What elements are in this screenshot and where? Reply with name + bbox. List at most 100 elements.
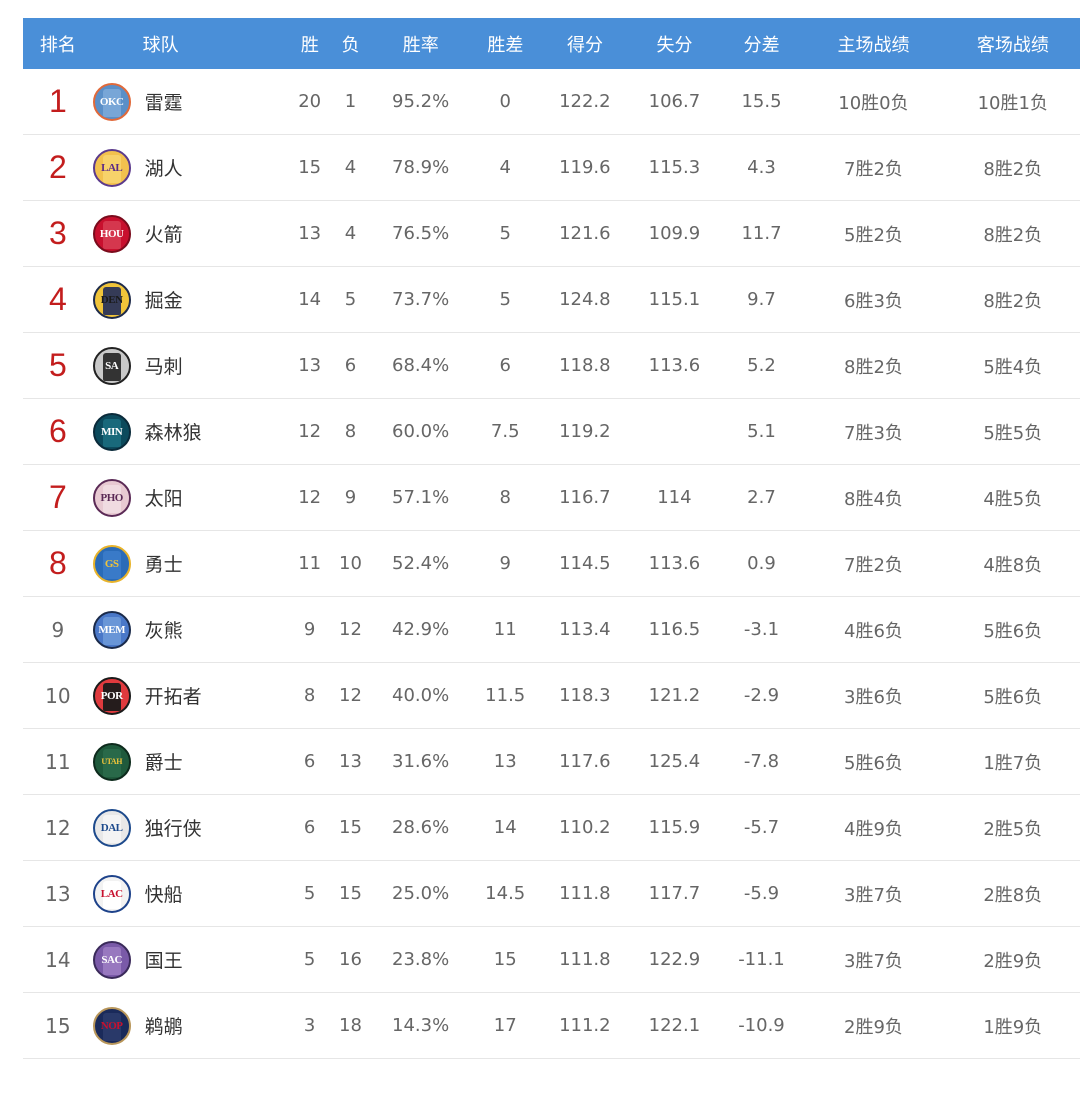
games-behind-cell: 0 bbox=[499, 91, 511, 112]
team-name[interactable]: 掘金 bbox=[144, 290, 183, 312]
team-logo-abbr: POR bbox=[100, 689, 123, 702]
home-record-cell: 10胜0负 bbox=[838, 92, 909, 114]
table-row[interactable]: 5 SA 马刺 13 6 68.4% 6 118.8 113.6 5.2 8胜2负 5胜4负 bbox=[23, 333, 1080, 399]
header-points-against[interactable]: 失分 bbox=[656, 34, 693, 56]
team-name[interactable]: 马刺 bbox=[144, 356, 183, 378]
team-cell[interactable]: SAC 国王 bbox=[92, 940, 292, 979]
away-record-cell: 5胜6负 bbox=[983, 686, 1043, 708]
team-cell[interactable]: GS 勇士 bbox=[92, 544, 292, 583]
team-cell[interactable]: POR 开拓者 bbox=[92, 676, 292, 715]
team-cell[interactable]: NOP 鹈鹕 bbox=[92, 1006, 292, 1045]
team-name[interactable]: 太阳 bbox=[144, 488, 183, 510]
table-row[interactable]: 1 OKC 雷霆 20 1 95.2% 0 122.2 106.7 15.5 10胜0负 10胜1负 bbox=[23, 69, 1080, 135]
team-logo-abbr: NOP bbox=[100, 1019, 123, 1032]
team-cell[interactable]: DEN 掘金 bbox=[92, 280, 292, 319]
point-diff-cell: 4.3 bbox=[747, 157, 776, 178]
header-point-diff[interactable]: 分差 bbox=[743, 34, 780, 56]
table-row[interactable]: 8 GS 勇士 11 10 52.4% 9 114.5 113.6 0.9 7胜2负 4胜8负 bbox=[23, 531, 1080, 597]
team-cell[interactable]: MEM 灰熊 bbox=[92, 610, 292, 649]
team-name[interactable]: 森林狼 bbox=[144, 422, 202, 444]
team-name[interactable]: 爵士 bbox=[144, 752, 183, 774]
header-losses[interactable]: 负 bbox=[341, 34, 360, 56]
wins-cell: 3 bbox=[303, 1015, 316, 1036]
team-cell[interactable]: UTAH 爵士 bbox=[92, 742, 292, 781]
table-header: 排名 球队 胜 负 胜率 胜差 得分 失分 分差 主场战绩 客场战绩 bbox=[23, 18, 1080, 69]
header-rank[interactable]: 排名 bbox=[39, 34, 76, 56]
win-pct-cell: 23.8% bbox=[392, 949, 450, 970]
team-name[interactable]: 鹈鹕 bbox=[144, 1016, 183, 1038]
home-record-cell: 2胜9负 bbox=[844, 1016, 903, 1038]
team-cell[interactable]: LAL 湖人 bbox=[92, 148, 292, 187]
team-logo-icon: DEN bbox=[92, 280, 131, 319]
header-win-pct[interactable]: 胜率 bbox=[402, 34, 439, 56]
jersey-icon bbox=[102, 1012, 121, 1041]
table-row[interactable]: 12 DAL 独行侠 6 15 28.6% 14 110.2 115.9 -5.7 4胜9负 2胜5负 bbox=[23, 795, 1080, 861]
table-row[interactable]: 13 LAC 快船 5 15 25.0% 14.5 111.8 117.7 -5.9 3胜7负 2胜8… bbox=[23, 861, 1080, 927]
header-team[interactable]: 球队 bbox=[142, 34, 179, 56]
home-record-cell: 5胜6负 bbox=[844, 752, 903, 774]
point-diff-cell: 5.1 bbox=[747, 421, 776, 442]
team-logo-icon: POR bbox=[92, 676, 131, 715]
team-logo-icon: HOU bbox=[92, 214, 131, 253]
team-logo-abbr: DEN bbox=[100, 293, 123, 306]
team-cell[interactable]: PHO 太阳 bbox=[92, 478, 292, 517]
table-row[interactable]: 7 PHO 太阳 12 9 57.1% 8 116.7 114 2.7 8胜4负 4胜5负 bbox=[23, 465, 1080, 531]
win-pct-cell: 52.4% bbox=[392, 553, 450, 574]
wins-cell: 12 bbox=[298, 421, 322, 442]
team-cell[interactable]: OKC 雷霆 bbox=[92, 82, 292, 121]
table-row[interactable]: 3 HOU 火箭 13 4 76.5% 5 121.6 109.9 11.7 5胜2负 8胜2负 bbox=[23, 201, 1080, 267]
header-points-for[interactable]: 得分 bbox=[566, 34, 603, 56]
away-record-cell: 2胜9负 bbox=[983, 950, 1043, 972]
points-against-cell: 109.9 bbox=[648, 223, 701, 244]
table-row[interactable]: 10 POR 开拓者 8 12 40.0% 11.5 118.3 121.2 -2.9 3胜6负 5胜… bbox=[23, 663, 1080, 729]
team-name[interactable]: 国王 bbox=[144, 950, 183, 972]
team-cell[interactable]: MIN 森林狼 bbox=[92, 412, 292, 451]
team-name[interactable]: 灰熊 bbox=[144, 620, 183, 642]
team-logo-abbr: UTAH bbox=[101, 757, 122, 766]
table-row[interactable]: 6 MIN 森林狼 12 8 60.0% 7.5 119.2 5.1 7胜3负 5胜5负 bbox=[23, 399, 1080, 465]
team-logo-abbr: HOU bbox=[99, 227, 124, 240]
team-name[interactable]: 快船 bbox=[144, 884, 183, 906]
wins-cell: 6 bbox=[303, 751, 316, 772]
table-row[interactable]: 9 MEM 灰熊 9 12 42.9% 11 113.4 116.5 -3.1 4胜6负 5胜6负 bbox=[23, 597, 1080, 663]
team-name[interactable]: 开拓者 bbox=[144, 686, 202, 708]
table-row[interactable]: 11 UTAH 爵士 6 13 31.6% 13 117.6 125.4 -7.8 5胜6负 1胜7负 bbox=[23, 729, 1080, 795]
games-behind-cell: 14 bbox=[493, 817, 517, 838]
points-against-cell: 106.7 bbox=[648, 91, 701, 112]
games-behind-cell: 13 bbox=[493, 751, 517, 772]
home-record-cell: 4胜9负 bbox=[844, 818, 903, 840]
table-row[interactable]: 15 NOP 鹈鹕 3 18 14.3% 17 111.2 122.1 -10.9 2胜9负 1胜9负 bbox=[23, 993, 1080, 1059]
team-cell[interactable]: DAL 独行侠 bbox=[92, 808, 292, 847]
table-row[interactable]: 2 LAL 湖人 15 4 78.9% 4 119.6 115.3 4.3 7胜2负 8胜2负 bbox=[23, 135, 1080, 201]
point-diff-cell: -3.1 bbox=[743, 619, 780, 640]
wins-cell: 9 bbox=[303, 619, 316, 640]
games-behind-cell: 5 bbox=[499, 223, 511, 244]
team-name[interactable]: 勇士 bbox=[144, 554, 183, 576]
rank-cell: 11 bbox=[45, 749, 71, 774]
team-cell[interactable]: LAC 快船 bbox=[92, 874, 292, 913]
rank-cell: 3 bbox=[48, 215, 67, 251]
team-name[interactable]: 湖人 bbox=[144, 158, 183, 180]
losses-cell: 16 bbox=[339, 949, 362, 970]
team-cell[interactable]: SA 马刺 bbox=[92, 346, 292, 385]
home-record-cell: 7胜3负 bbox=[844, 422, 903, 444]
header-games-behind[interactable]: 胜差 bbox=[487, 34, 524, 56]
table-row[interactable]: 14 SAC 国王 5 16 23.8% 15 111.8 122.9 -11.1 3胜7负 2胜9负 bbox=[23, 927, 1080, 993]
jersey-icon bbox=[102, 880, 121, 909]
team-logo-icon: GS bbox=[92, 544, 131, 583]
header-away-record[interactable]: 客场战绩 bbox=[976, 34, 1049, 56]
wins-cell: 15 bbox=[298, 157, 322, 178]
team-logo-icon: UTAH bbox=[92, 742, 131, 781]
table-row[interactable]: 4 DEN 掘金 14 5 73.7% 5 124.8 115.1 9.7 6胜3负 8胜2负 bbox=[23, 267, 1080, 333]
team-name[interactable]: 火箭 bbox=[144, 224, 183, 246]
points-against-cell: 115.3 bbox=[648, 157, 701, 178]
header-wins[interactable]: 胜 bbox=[300, 34, 319, 56]
away-record-cell: 4胜8负 bbox=[983, 554, 1043, 576]
away-record-cell: 2胜8负 bbox=[983, 884, 1043, 906]
team-cell[interactable]: HOU 火箭 bbox=[92, 214, 292, 253]
jersey-icon bbox=[102, 748, 121, 777]
header-home-record[interactable]: 主场战绩 bbox=[837, 34, 910, 56]
team-name[interactable]: 独行侠 bbox=[144, 818, 202, 840]
rank-cell: 6 bbox=[48, 413, 67, 449]
team-name[interactable]: 雷霆 bbox=[144, 92, 183, 114]
